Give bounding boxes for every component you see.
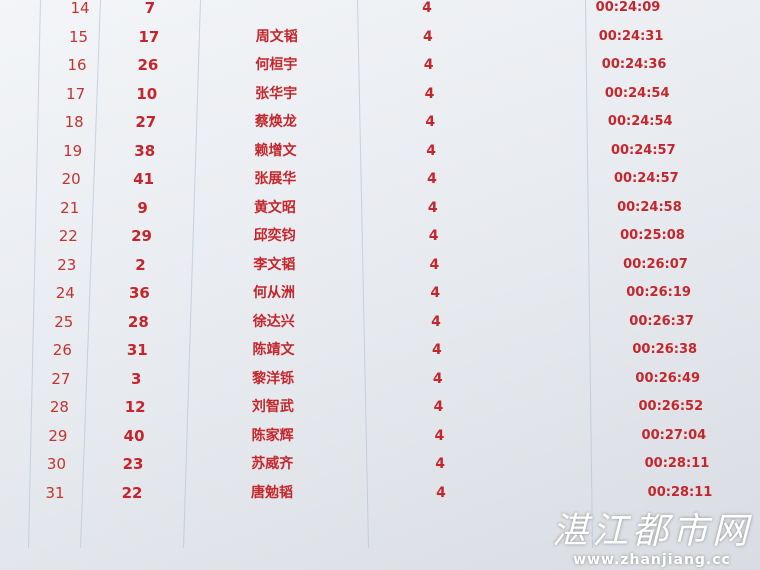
rank-cell: 31 (45, 483, 65, 502)
bib-cell: 26 (137, 56, 159, 74)
laps-cell: 4 (422, 0, 432, 16)
rank-cell: 20 (61, 170, 81, 188)
time-cell: 00:24:58 (617, 199, 682, 215)
time-cell: 00:26:38 (632, 342, 698, 357)
name-cell: 苏威齐 (251, 456, 294, 472)
bib-cell: 12 (124, 398, 146, 416)
watermark-url: www.zhanjiang.cc (573, 552, 731, 568)
laps-cell: 4 (432, 370, 443, 387)
rank-cell: 14 (70, 0, 90, 17)
name-cell: 刘智武 (251, 399, 294, 415)
time-cell: 00:28:11 (647, 484, 713, 500)
rank-cell: 25 (54, 312, 74, 331)
laps-cell: 4 (436, 484, 446, 501)
time-cell: 00:26:49 (635, 370, 701, 386)
time-cell: 00:26:52 (638, 399, 704, 414)
time-cell: 00:27:04 (641, 427, 707, 443)
bib-cell: 22 (121, 483, 143, 502)
watermark-title: 湛江都市网 (551, 511, 752, 552)
rank-cell: 16 (67, 56, 87, 74)
name-cell: 邱奕钧 (253, 228, 296, 244)
bib-cell: 29 (131, 227, 152, 245)
bib-cell: 3 (131, 369, 142, 388)
rank-cell: 17 (66, 84, 86, 103)
watermark-logo: 湛江都市网 www.zhanjiang.cc (551, 511, 752, 569)
bib-cell: 38 (134, 141, 156, 160)
bib-cell: 17 (138, 27, 160, 46)
name-cell: 黎洋铄 (252, 370, 295, 387)
time-cell: 00:26:07 (623, 256, 688, 272)
time-cell: 00:24:54 (607, 114, 673, 129)
name-cell: 徐达兴 (252, 313, 295, 330)
time-cell: 00:28:11 (644, 456, 710, 471)
laps-cell: 4 (427, 199, 438, 216)
name-cell: 李文韬 (253, 256, 296, 273)
laps-cell: 4 (432, 342, 442, 358)
name-cell: 何从洲 (253, 285, 296, 301)
laps-cell: 4 (425, 114, 436, 130)
bib-cell: 36 (128, 284, 150, 302)
bib-cell: 28 (127, 312, 149, 331)
name-cell: 陈家辉 (251, 427, 294, 444)
bib-cell: 23 (122, 455, 144, 473)
laps-cell: 4 (430, 285, 441, 301)
rank-cell: 28 (49, 398, 69, 416)
time-cell: 00:25:08 (620, 228, 685, 243)
time-cell: 00:24:57 (614, 171, 679, 186)
rank-cell: 21 (60, 198, 80, 217)
column-divider (585, 0, 593, 548)
name-cell: 陈靖文 (252, 342, 295, 358)
name-cell: 张华宇 (255, 85, 298, 102)
name-cell: 蔡焕龙 (254, 114, 297, 130)
bib-cell: 31 (126, 341, 148, 359)
rank-cell: 24 (55, 284, 75, 302)
laps-cell: 4 (423, 57, 434, 73)
time-cell: 00:24:31 (598, 28, 664, 44)
rank-cell: 30 (46, 455, 67, 473)
time-cell: 00:24:36 (601, 57, 667, 72)
laps-cell: 4 (434, 427, 445, 444)
bib-cell: 2 (135, 255, 146, 274)
name-cell: 黄文昭 (253, 199, 296, 216)
column-divider (183, 0, 201, 548)
time-cell: 00:26:37 (629, 313, 694, 329)
laps-cell: 4 (424, 85, 435, 102)
name-cell: 张展华 (254, 171, 297, 187)
column-divider (357, 0, 369, 548)
time-cell: 00:24:54 (604, 85, 670, 101)
rank-cell: 26 (52, 341, 72, 359)
laps-cell: 4 (422, 28, 433, 45)
name-cell: 周文韬 (255, 28, 298, 45)
column-divider (80, 0, 101, 548)
laps-cell: 4 (435, 456, 446, 472)
rank-cell: 27 (51, 369, 71, 388)
rank-cell: 29 (48, 426, 68, 445)
rank-cell: 15 (68, 27, 89, 46)
laps-cell: 4 (428, 228, 439, 244)
column-divider (28, 0, 41, 548)
bib-cell: 41 (133, 170, 155, 188)
laps-cell: 4 (433, 399, 444, 415)
time-cell: 00:26:19 (626, 285, 691, 300)
rank-cell: 18 (64, 113, 84, 131)
rank-cell: 19 (63, 141, 83, 160)
name-cell: 唐勉韬 (251, 484, 293, 501)
name-cell: 赖增文 (254, 142, 297, 159)
rank-cell: 22 (58, 227, 78, 245)
bib-cell: 40 (123, 426, 145, 445)
laps-cell: 4 (427, 171, 437, 187)
laps-cell: 4 (431, 313, 441, 330)
laps-cell: 4 (429, 256, 440, 273)
bib-cell: 9 (137, 198, 148, 217)
time-cell: 00:24:57 (610, 142, 676, 158)
bib-cell: 27 (135, 113, 157, 131)
rank-cell: 23 (57, 255, 77, 274)
time-cell: 00:24:09 (595, 0, 661, 15)
bib-cell: 10 (136, 84, 158, 103)
bib-cell: 7 (144, 0, 156, 17)
name-cell: 何桓宇 (255, 57, 298, 73)
laps-cell: 4 (426, 142, 436, 159)
